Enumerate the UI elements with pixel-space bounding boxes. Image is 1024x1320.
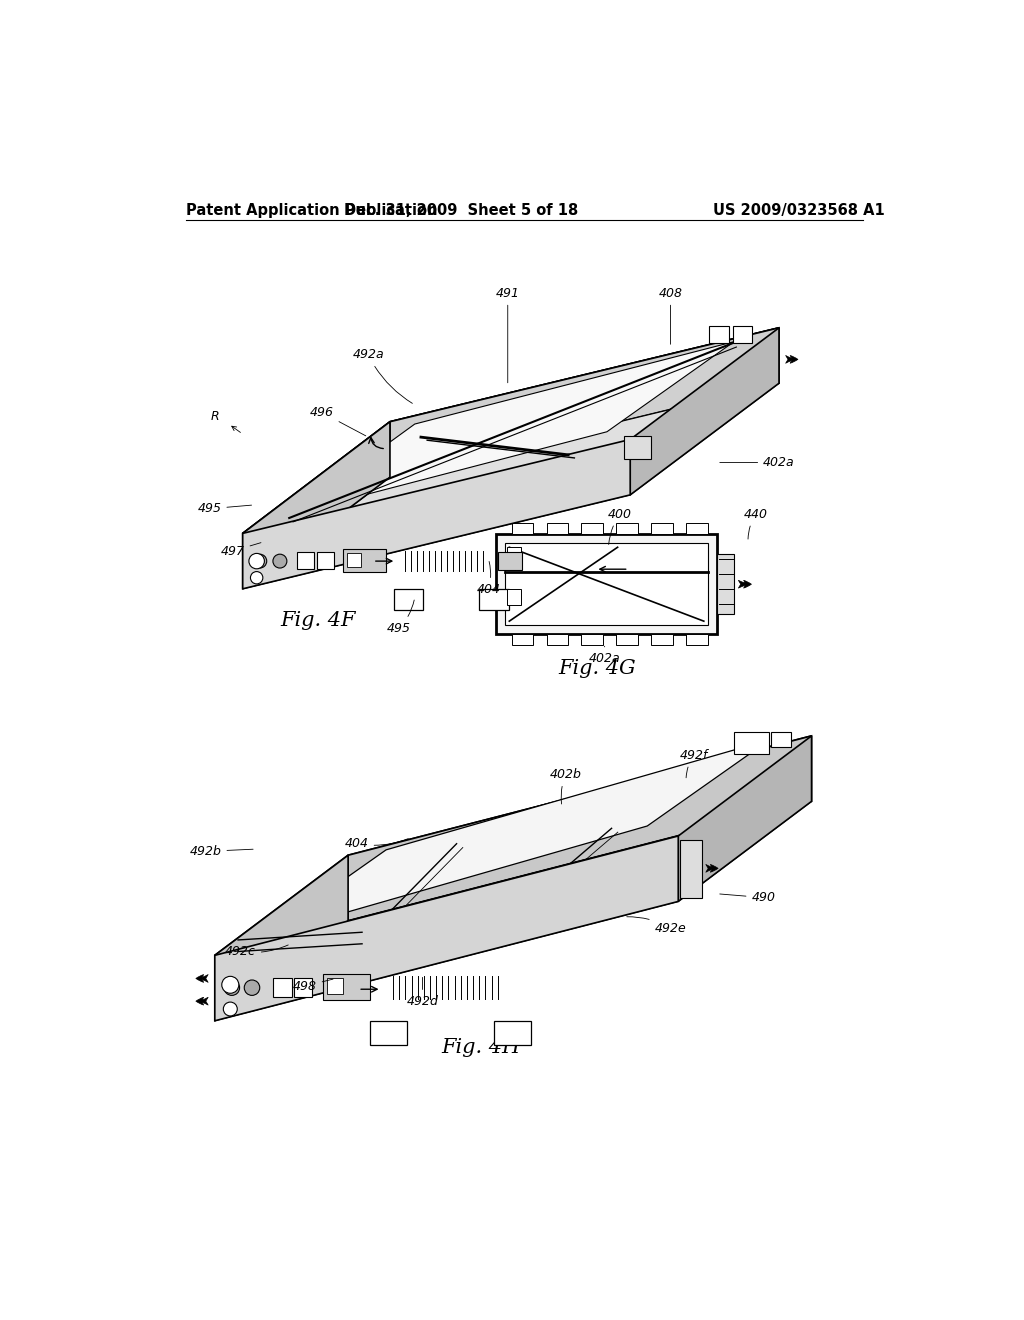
Polygon shape — [390, 327, 779, 478]
Bar — [507, 589, 521, 605]
Bar — [710, 326, 729, 343]
Text: Patent Application Publication: Patent Application Publication — [186, 203, 437, 218]
Polygon shape — [494, 1020, 531, 1045]
Text: 400: 400 — [608, 508, 632, 544]
Text: 402a: 402a — [589, 647, 621, 665]
Circle shape — [273, 554, 287, 568]
Polygon shape — [630, 327, 779, 495]
Polygon shape — [215, 836, 678, 1020]
Polygon shape — [370, 1020, 407, 1045]
Bar — [732, 326, 752, 343]
Text: Fig. 4G: Fig. 4G — [558, 659, 636, 677]
Text: 495: 495 — [387, 601, 415, 635]
Bar — [651, 524, 673, 535]
Bar — [734, 733, 769, 754]
Polygon shape — [394, 589, 423, 610]
Text: Fig. 4H: Fig. 4H — [441, 1039, 520, 1057]
Bar — [547, 524, 568, 535]
Text: 491: 491 — [496, 286, 520, 383]
Bar — [771, 733, 791, 747]
Text: 496: 496 — [309, 407, 366, 436]
Text: 498: 498 — [293, 979, 333, 993]
Bar — [512, 524, 534, 535]
Polygon shape — [243, 327, 779, 533]
Bar — [506, 544, 708, 626]
Text: 495: 495 — [198, 502, 252, 515]
Bar — [582, 524, 603, 535]
Text: Fig. 4F: Fig. 4F — [281, 611, 355, 630]
Bar — [324, 974, 370, 1001]
Circle shape — [222, 977, 239, 993]
Bar — [616, 524, 638, 535]
Polygon shape — [243, 327, 779, 533]
Text: 440: 440 — [743, 508, 768, 539]
Polygon shape — [291, 342, 734, 515]
Text: 492c: 492c — [225, 945, 288, 958]
Bar — [651, 635, 673, 645]
Text: 490: 490 — [720, 891, 775, 904]
Circle shape — [249, 553, 264, 569]
Text: 408: 408 — [658, 286, 683, 345]
Bar — [496, 535, 717, 635]
Circle shape — [253, 554, 266, 568]
Bar — [499, 552, 521, 570]
Text: Dec. 31, 2009  Sheet 5 of 18: Dec. 31, 2009 Sheet 5 of 18 — [344, 203, 579, 218]
Bar — [294, 978, 312, 997]
Text: 492e: 492e — [627, 917, 686, 935]
Bar — [343, 549, 386, 572]
Bar — [328, 978, 343, 994]
Text: 492d: 492d — [407, 977, 438, 1008]
Circle shape — [224, 979, 240, 995]
Text: 404: 404 — [345, 837, 409, 850]
Bar — [582, 635, 603, 645]
Bar — [317, 552, 334, 569]
Polygon shape — [215, 801, 812, 1020]
Polygon shape — [479, 589, 509, 610]
Bar — [616, 635, 638, 645]
Polygon shape — [348, 737, 812, 921]
Bar — [717, 554, 734, 614]
Bar — [686, 524, 708, 535]
Text: 404: 404 — [476, 561, 501, 597]
Text: US 2009/0323568 A1: US 2009/0323568 A1 — [713, 203, 885, 218]
Bar — [507, 548, 521, 562]
Polygon shape — [215, 737, 812, 956]
Text: 492a: 492a — [352, 348, 413, 404]
Text: 402b: 402b — [550, 768, 582, 804]
Bar — [624, 436, 651, 459]
Text: 402a: 402a — [720, 455, 795, 469]
Bar — [680, 840, 701, 898]
Circle shape — [245, 979, 260, 995]
Polygon shape — [243, 440, 630, 589]
Polygon shape — [263, 739, 770, 936]
Bar — [686, 635, 708, 645]
Bar — [547, 635, 568, 645]
Text: 497: 497 — [220, 543, 261, 557]
Bar — [347, 553, 361, 568]
Text: 492f: 492f — [680, 748, 708, 777]
Bar — [512, 635, 534, 645]
Polygon shape — [678, 737, 812, 902]
Polygon shape — [215, 855, 348, 1020]
Bar — [297, 552, 314, 569]
Text: 492b: 492b — [189, 845, 253, 858]
Bar — [273, 978, 292, 997]
Circle shape — [223, 1002, 238, 1016]
Polygon shape — [243, 422, 390, 589]
Circle shape — [251, 572, 263, 583]
Text: R: R — [211, 409, 219, 422]
Polygon shape — [243, 383, 779, 589]
